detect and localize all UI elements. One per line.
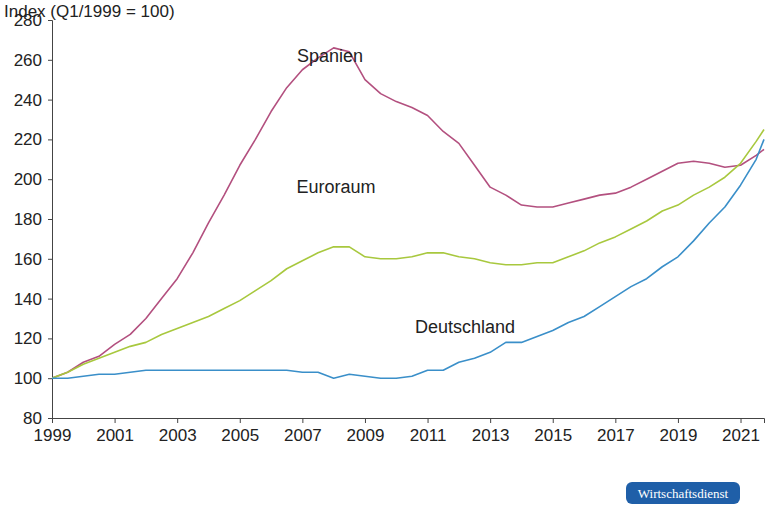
x-tick-label: 2005 xyxy=(221,426,259,445)
series-label: Euroraum xyxy=(296,177,375,197)
x-tick-label: 2019 xyxy=(660,426,698,445)
x-tick: 2017 xyxy=(597,418,635,445)
y-tick-mark xyxy=(48,179,52,180)
x-tick-label: 2009 xyxy=(347,426,385,445)
x-tick-label: 2021 xyxy=(722,426,760,445)
y-tick: 200 xyxy=(14,170,52,189)
x-tick: 2019 xyxy=(660,418,698,445)
y-tick: 180 xyxy=(14,210,52,229)
x-axis: 1999 2001 2003 2005 2007 2009 2011 2013 2015 2017… xyxy=(34,418,765,445)
y-tick-mark xyxy=(48,60,52,61)
y-tick-label: 200 xyxy=(14,170,42,189)
x-axis-line xyxy=(53,419,765,424)
y-axis-line xyxy=(48,21,53,419)
y-tick-label: 160 xyxy=(14,250,42,269)
y-tick-mark xyxy=(48,418,52,419)
y-tick-mark xyxy=(48,139,52,140)
x-tick: 2015 xyxy=(534,418,572,445)
y-axis: 80100120140160180200220240260280 xyxy=(14,11,53,428)
y-tick: 100 xyxy=(14,369,52,388)
series-label: Spanien xyxy=(297,46,363,66)
y-tick-label: 260 xyxy=(14,51,42,70)
y-tick: 160 xyxy=(14,250,52,269)
x-tick-mark xyxy=(490,418,491,423)
y-tick-mark xyxy=(48,259,52,260)
series-line xyxy=(52,139,764,378)
x-tick-label: 2013 xyxy=(472,426,510,445)
y-tick-mark xyxy=(48,299,52,300)
y-tick-mark xyxy=(48,378,52,379)
y-tick: 140 xyxy=(14,290,52,309)
x-tick: 2003 xyxy=(159,418,197,445)
x-tick: 2013 xyxy=(472,418,510,445)
y-tick-mark xyxy=(48,219,52,220)
x-tick-label: 2015 xyxy=(534,426,572,445)
x-tick-label: 2011 xyxy=(410,426,447,445)
x-tick: 2009 xyxy=(347,418,385,445)
y-tick: 240 xyxy=(14,91,52,110)
x-tick-mark xyxy=(741,418,742,423)
x-tick: 1999 xyxy=(34,418,72,445)
x-tick-mark xyxy=(52,418,53,423)
series-line xyxy=(52,48,764,378)
y-tick-label: 120 xyxy=(14,329,42,348)
y-tick-label: 180 xyxy=(14,210,42,229)
x-tick-mark xyxy=(553,418,554,423)
x-tick: 2005 xyxy=(221,418,259,445)
x-tick: 2007 xyxy=(284,418,322,445)
y-tick: 120 xyxy=(14,329,52,348)
x-tick: 2001 xyxy=(96,418,134,445)
y-tick-mark xyxy=(48,338,52,339)
x-tick-mark xyxy=(428,418,429,423)
series-line xyxy=(52,129,764,378)
y-tick: 280 xyxy=(14,11,52,30)
y-tick-label: 140 xyxy=(14,290,42,309)
y-tick-label: 240 xyxy=(14,91,42,110)
source-label: Wirtschaftsdienst xyxy=(638,486,729,501)
plot-area xyxy=(52,48,764,378)
x-tick: 2021 xyxy=(722,418,760,445)
x-tick-label: 2001 xyxy=(96,426,134,445)
x-tick-mark xyxy=(302,418,303,423)
x-tick-label: 1999 xyxy=(34,426,72,445)
x-tick-label: 2007 xyxy=(284,426,322,445)
y-tick-label: 280 xyxy=(14,11,42,30)
x-tick-mark xyxy=(678,418,679,423)
y-tick-label: 220 xyxy=(14,130,42,149)
y-tick: 260 xyxy=(14,51,52,70)
x-tick-mark xyxy=(615,418,616,423)
x-tick-label: 2017 xyxy=(597,426,635,445)
x-tick-label: 2003 xyxy=(159,426,197,445)
chart: Index (Q1/1999 = 100)8010012014016018020… xyxy=(0,0,768,532)
x-tick-mark xyxy=(365,418,366,423)
y-tick: 220 xyxy=(14,130,52,149)
x-tick: 2011 xyxy=(410,418,447,445)
y-tick-mark xyxy=(48,100,52,101)
x-tick-mark xyxy=(177,418,178,423)
y-tick-mark xyxy=(48,20,52,21)
series-label: Deutschland xyxy=(415,317,515,337)
y-tick-label: 100 xyxy=(14,369,42,388)
x-tick-mark xyxy=(115,418,116,423)
x-tick-mark xyxy=(240,418,241,423)
source-badge xyxy=(626,482,740,504)
